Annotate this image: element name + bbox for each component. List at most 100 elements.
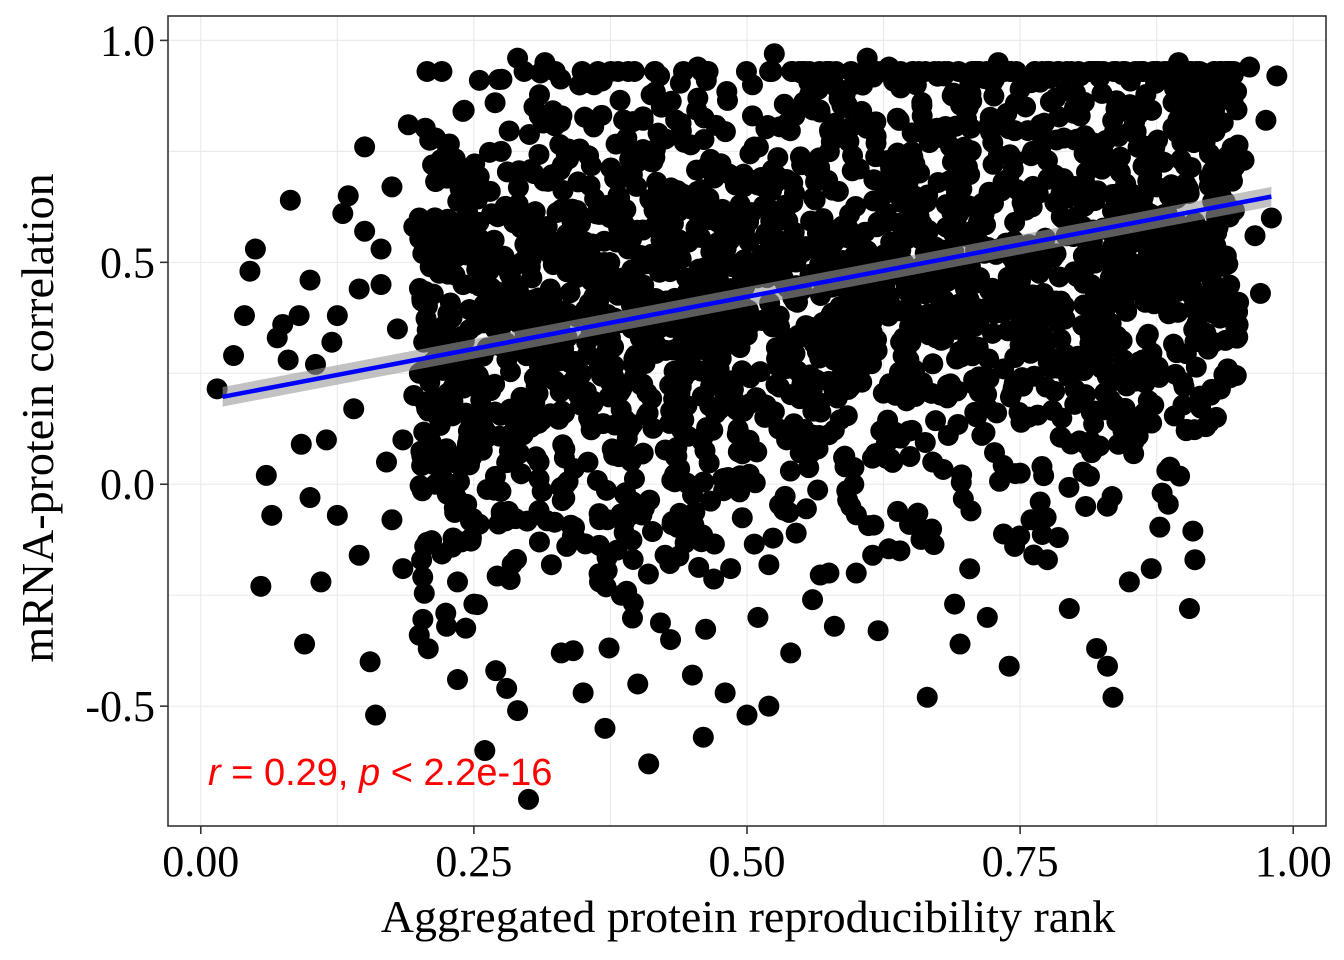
- data-point: [900, 331, 922, 353]
- data-point: [518, 123, 540, 145]
- data-point: [250, 575, 272, 597]
- data-point: [623, 468, 645, 490]
- data-point: [1195, 331, 1217, 353]
- data-point: [577, 297, 599, 319]
- data-point: [1075, 495, 1097, 517]
- data-point: [464, 247, 486, 269]
- data-point: [1200, 265, 1222, 287]
- data-point: [277, 349, 299, 371]
- data-point: [791, 154, 813, 176]
- data-point: [1239, 56, 1261, 78]
- data-point: [818, 562, 840, 584]
- data-point: [452, 100, 474, 122]
- data-point: [206, 378, 228, 400]
- data-point: [840, 495, 862, 517]
- r-value-text: = 0.29,: [221, 752, 359, 794]
- data-point: [1260, 207, 1282, 229]
- data-point: [889, 540, 911, 562]
- data-point: [1041, 399, 1063, 421]
- data-point: [921, 303, 943, 325]
- data-point: [663, 183, 685, 205]
- data-point: [649, 612, 671, 634]
- data-point: [922, 353, 944, 375]
- data-point: [593, 230, 615, 252]
- data-point: [441, 405, 463, 427]
- data-point: [916, 686, 938, 708]
- data-point: [510, 386, 532, 408]
- data-point: [707, 232, 729, 254]
- data-point: [447, 669, 468, 691]
- data-point: [386, 318, 408, 340]
- data-point: [802, 589, 824, 611]
- data-point: [223, 345, 245, 367]
- data-point: [490, 140, 512, 162]
- data-point: [507, 176, 529, 198]
- data-point: [518, 788, 540, 810]
- data-point: [1053, 127, 1075, 149]
- data-point: [1102, 686, 1124, 708]
- data-point: [413, 582, 435, 604]
- data-point: [403, 216, 425, 238]
- data-point: [1076, 434, 1098, 456]
- data-point: [966, 298, 988, 320]
- data-point: [866, 329, 888, 351]
- data-point: [611, 378, 633, 400]
- data-point: [540, 554, 562, 576]
- data-point: [848, 158, 870, 180]
- data-point: [527, 309, 549, 331]
- data-point: [1137, 390, 1159, 412]
- data-point: [326, 504, 348, 526]
- data-point: [731, 199, 753, 221]
- data-point: [574, 106, 596, 128]
- data-point: [933, 65, 955, 87]
- data-point: [793, 418, 815, 440]
- data-point: [834, 83, 856, 105]
- data-point: [614, 234, 636, 256]
- data-point: [1137, 323, 1159, 345]
- data-point: [572, 682, 594, 704]
- data-point: [1266, 65, 1288, 87]
- data-point: [566, 267, 588, 289]
- data-point: [649, 65, 671, 87]
- data-point: [512, 404, 534, 426]
- data-point: [743, 533, 765, 555]
- data-point: [754, 224, 776, 246]
- data-point: [437, 263, 459, 285]
- data-point: [891, 192, 913, 214]
- data-points: [206, 43, 1288, 810]
- data-point: [507, 700, 529, 722]
- data-point: [643, 216, 665, 238]
- data-point: [639, 489, 661, 511]
- data-point: [348, 544, 370, 566]
- y-tick-label: 0.5: [100, 238, 155, 287]
- data-point: [963, 369, 985, 391]
- data-point: [261, 504, 283, 526]
- data-point: [899, 380, 921, 402]
- data-point: [961, 345, 983, 367]
- data-point: [586, 470, 608, 492]
- data-point: [279, 189, 301, 211]
- data-point: [716, 89, 738, 111]
- data-point: [977, 195, 999, 217]
- data-point: [958, 195, 980, 217]
- data-point: [1217, 253, 1239, 275]
- data-point: [484, 465, 506, 487]
- data-point: [1097, 655, 1119, 677]
- data-point: [609, 89, 631, 111]
- data-point: [507, 47, 529, 69]
- data-point: [1157, 278, 1179, 300]
- data-point: [422, 283, 444, 305]
- data-point: [1163, 405, 1185, 427]
- data-point: [525, 230, 547, 252]
- data-point: [561, 198, 583, 220]
- data-point: [1015, 96, 1037, 118]
- data-point: [370, 238, 392, 260]
- data-point: [1198, 143, 1220, 165]
- data-point: [493, 245, 515, 267]
- data-point: [654, 544, 676, 566]
- data-point: [661, 514, 683, 536]
- data-point: [686, 225, 708, 247]
- data-point: [486, 565, 508, 587]
- data-point: [337, 185, 359, 207]
- data-point: [588, 503, 610, 525]
